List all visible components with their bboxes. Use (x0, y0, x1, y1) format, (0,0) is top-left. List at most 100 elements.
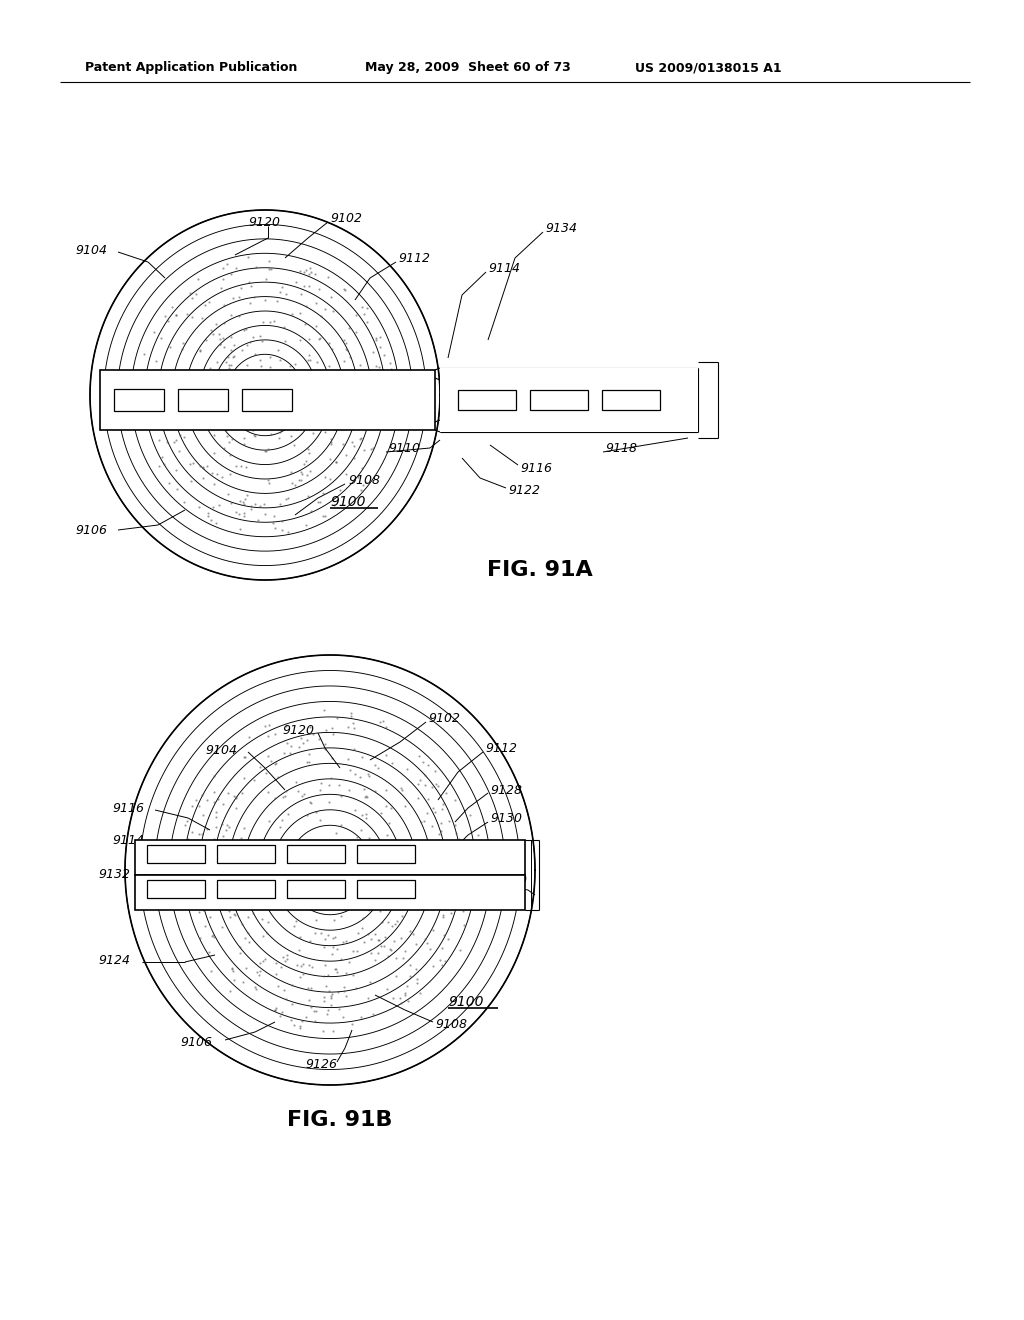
Point (246, 424, 262, 445)
Text: 9116: 9116 (112, 801, 144, 814)
Point (319, 924, 336, 945)
Point (294, 1010, 310, 1031)
Point (392, 927, 409, 948)
Point (251, 952, 267, 973)
Point (395, 863, 412, 884)
Point (373, 803, 389, 824)
Point (365, 408, 381, 429)
Point (342, 702, 358, 723)
Point (197, 883, 213, 904)
Point (257, 289, 273, 310)
Point (308, 381, 325, 403)
Point (340, 779, 356, 800)
Point (321, 791, 337, 812)
Point (168, 459, 184, 480)
Point (298, 413, 314, 434)
Point (352, 479, 369, 500)
Point (263, 837, 280, 858)
Point (296, 412, 312, 433)
Point (172, 845, 188, 866)
Point (397, 982, 414, 1003)
Point (288, 909, 304, 931)
Point (375, 870, 391, 891)
Bar (147, 880, 205, 898)
Point (224, 401, 241, 422)
Point (408, 958, 424, 979)
Point (416, 810, 432, 832)
Point (143, 370, 160, 391)
Point (275, 979, 292, 1001)
Point (333, 814, 349, 836)
Point (434, 904, 451, 925)
Point (313, 830, 330, 851)
Point (245, 326, 261, 347)
Point (267, 997, 284, 1018)
Point (293, 461, 309, 482)
Point (451, 828, 467, 849)
Point (331, 775, 347, 796)
Bar (458, 389, 516, 411)
Point (238, 957, 254, 978)
Point (204, 925, 220, 946)
Point (304, 723, 321, 744)
Point (329, 708, 345, 729)
Point (411, 861, 427, 882)
Bar (242, 389, 292, 411)
Point (228, 455, 245, 477)
Point (262, 259, 279, 280)
Point (312, 810, 329, 832)
Point (221, 358, 238, 379)
Point (268, 290, 285, 312)
Point (156, 370, 172, 391)
Point (173, 378, 189, 399)
Point (437, 783, 454, 804)
Point (316, 929, 333, 950)
Point (348, 304, 365, 325)
Point (283, 425, 299, 446)
Point (324, 432, 340, 453)
Point (354, 296, 371, 317)
Point (409, 845, 425, 866)
Point (424, 776, 440, 797)
Point (191, 339, 208, 360)
Point (411, 746, 427, 767)
Point (301, 442, 317, 463)
Point (367, 834, 383, 855)
Point (315, 991, 332, 1012)
Point (209, 789, 225, 810)
Point (265, 310, 282, 331)
Point (461, 854, 477, 875)
Point (381, 812, 397, 833)
Point (206, 927, 222, 948)
Point (257, 715, 273, 737)
Point (272, 957, 289, 978)
Point (453, 940, 469, 961)
Point (367, 755, 383, 776)
Text: 9108: 9108 (435, 1019, 467, 1031)
Point (446, 814, 463, 836)
Point (279, 948, 295, 969)
Point (380, 945, 396, 966)
Point (208, 807, 224, 828)
Point (355, 779, 372, 800)
Point (316, 986, 333, 1007)
Point (311, 729, 328, 750)
Point (346, 389, 362, 411)
Point (362, 438, 379, 459)
Point (264, 847, 281, 869)
Point (342, 347, 358, 368)
Point (347, 417, 364, 438)
Point (255, 925, 271, 946)
Point (243, 496, 259, 517)
Point (295, 733, 311, 754)
Point (278, 989, 294, 1010)
Point (396, 941, 413, 962)
Point (227, 797, 244, 818)
Point (283, 1010, 299, 1031)
Point (239, 334, 255, 355)
Point (197, 294, 213, 315)
Point (164, 297, 180, 318)
Point (260, 469, 276, 490)
Point (276, 368, 293, 389)
Point (301, 329, 317, 350)
